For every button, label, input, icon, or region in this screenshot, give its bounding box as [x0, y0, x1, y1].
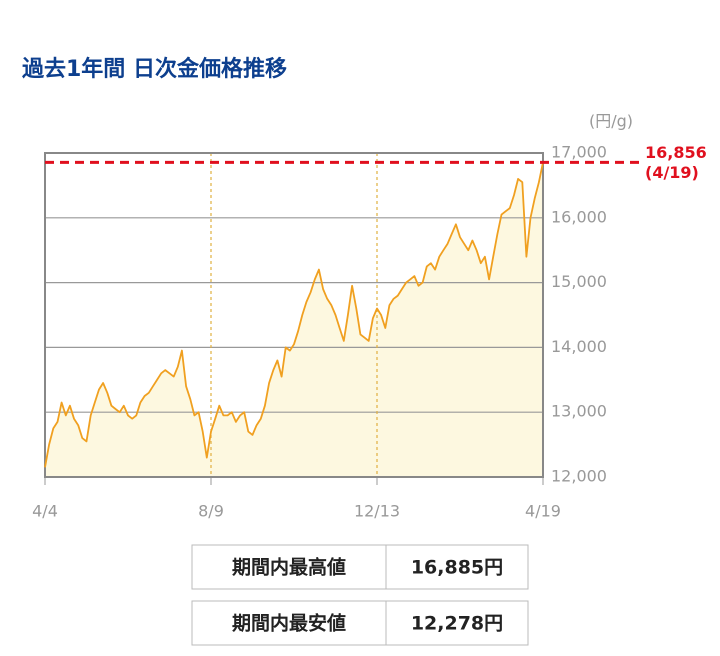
plot-frame	[44, 152, 544, 478]
reference-label: 16,856	[645, 143, 707, 162]
table-value: 12,278円	[411, 613, 503, 635]
y-unit: (円/g)	[589, 112, 633, 131]
table-label: 期間内最高値	[232, 556, 346, 579]
x-tick-label: 8/9	[198, 502, 224, 521]
table-row	[191, 544, 529, 590]
x-tick-label: 12/13	[354, 502, 400, 521]
area	[45, 162, 543, 478]
y-tick-label: 13,000	[551, 402, 607, 421]
y-tick-label: 12,000	[551, 467, 607, 486]
y-tick-label: 15,000	[551, 272, 607, 291]
chart-title: 過去1年間 日次金価格推移	[22, 56, 287, 82]
table-row	[191, 600, 529, 646]
price-line	[44, 162, 544, 468]
y-tick-label: 16,000	[551, 207, 607, 226]
y-tick-label: 14,000	[551, 337, 607, 356]
table-value: 16,885円	[411, 557, 503, 579]
table-label: 期間内最安値	[232, 612, 346, 635]
x-tick-label: 4/19	[525, 502, 561, 521]
x-tick-label: 4/4	[32, 502, 58, 521]
y-tick-label: 17,000	[551, 143, 607, 162]
reference-note: (4/19)	[645, 163, 699, 182]
stats-table: 期間内最高値 16,885円 期間内最安値 12,278円	[191, 544, 529, 646]
